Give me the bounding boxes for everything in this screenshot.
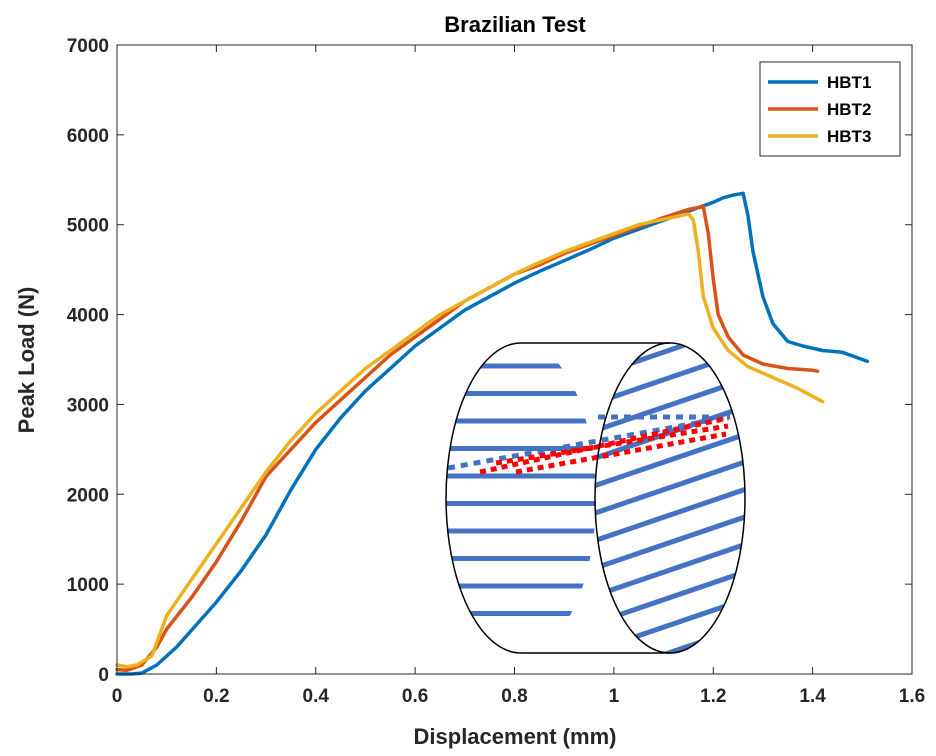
chart-title: Brazilian Test <box>444 12 586 37</box>
legend-label-hbt2: HBT2 <box>827 100 871 119</box>
y-tick-label: 2000 <box>67 485 109 506</box>
x-tick-label: 0.4 <box>303 686 330 707</box>
x-tick-label: 0.8 <box>501 686 527 707</box>
dashed-plane-edge <box>447 414 731 471</box>
legend-label-hbt1: HBT1 <box>827 73 871 92</box>
legend: HBT1 HBT2 HBT3 <box>759 61 901 157</box>
y-tick-label: 5000 <box>67 216 109 237</box>
fracture-line-3 <box>515 431 727 475</box>
fracture-line-1 <box>479 415 729 475</box>
series-layer <box>115 191 870 676</box>
y-tick-label: 6000 <box>67 126 109 147</box>
x-tick-label: 1 <box>609 686 620 707</box>
x-tick-label: 0.6 <box>402 686 428 707</box>
series-line-hbt1 <box>115 191 870 676</box>
x-axis-title: Displacement (mm) <box>414 724 617 749</box>
specimen-front-face <box>446 343 596 653</box>
x-tick-label: 0.2 <box>203 686 229 707</box>
specimen-back-outline <box>594 342 746 654</box>
y-axis: 0 1000 2000 3000 4000 5000 6000 7000 <box>67 36 912 686</box>
series-line-hbt3 <box>115 212 825 669</box>
x-tick-label: 1.6 <box>899 686 925 707</box>
y-tick-label: 1000 <box>67 575 109 596</box>
y-axis-title: Peak Load (N) <box>14 287 39 434</box>
specimen-front-outline <box>445 342 522 654</box>
x-tick-label: 0 <box>112 686 123 707</box>
y-tick-label: 7000 <box>67 36 109 57</box>
x-axis: 0 0.2 0.4 0.6 0.8 1 1.2 1.4 1.6 <box>112 45 925 707</box>
y-tick-label: 4000 <box>67 306 109 327</box>
y-tick-label: 3000 <box>67 395 109 416</box>
x-tick-label: 1.2 <box>700 686 726 707</box>
y-tick-label: 0 <box>98 665 109 686</box>
legend-label-hbt3: HBT3 <box>827 127 871 146</box>
x-tick-label: 1.4 <box>799 686 826 707</box>
